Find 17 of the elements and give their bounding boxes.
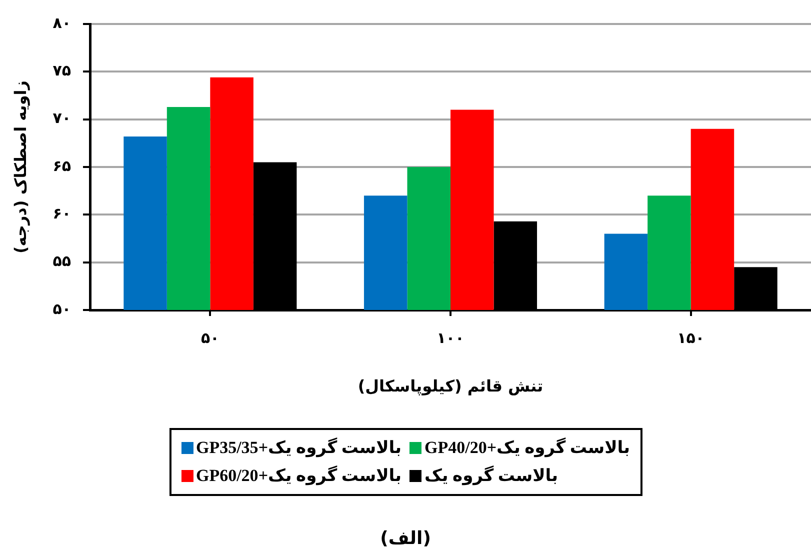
text: (الف) — [379, 528, 432, 549]
y-tick-label: ۷۰ — [52, 109, 71, 128]
y-tick-label: ۷۵ — [52, 62, 71, 80]
y-tick-label: ۶۰ — [52, 204, 71, 223]
x-axis-title: تنش قائم (کیلوپاسکال) — [358, 376, 544, 396]
legend-label: بالاست گروه یک+GP35/35 — [196, 438, 402, 458]
y-tick-label: ۸۰ — [52, 14, 71, 32]
x-tick-label: ۱۰۰ — [436, 328, 464, 347]
y-tick-label: ۵۰ — [52, 300, 71, 318]
legend-label: بالاست گروه یک — [424, 466, 558, 486]
y-axis-title: زاویه اصطکاک (درجه) — [10, 80, 30, 254]
x-tick-label: ۱۵۰ — [677, 328, 705, 347]
x-tick-label: ۵۰ — [201, 328, 220, 347]
legend-label: بالاست گروه یک+GP40/20 — [424, 438, 630, 458]
y-tick-label: ۶۵ — [52, 156, 71, 175]
y-tick-label: ۵۵ — [52, 252, 71, 270]
legend-label: بالاست گروه یک+GP60/20 — [196, 466, 402, 486]
